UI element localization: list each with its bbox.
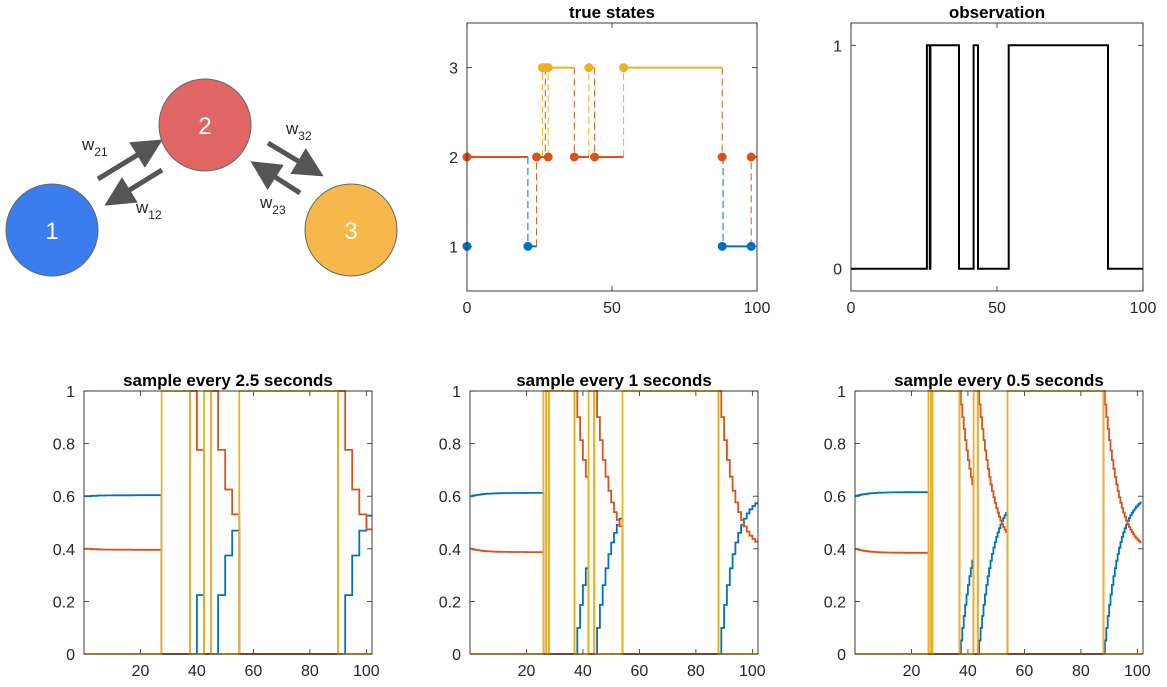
sample-0-5-plot: sample every 0.5 seconds 20 40 60 80 100 0 0.2 0… [824,371,1151,680]
state-3-posterior-line [470,390,758,655]
state-marker [746,152,756,162]
state-node-2-label: 2 [198,113,211,140]
y-tick-label: 1 [66,384,75,401]
y-tick-label: 0.4 [824,542,846,559]
state-marker [569,152,579,162]
y-tick-label: 1 [452,384,461,401]
x-tick-label: 20 [132,663,150,680]
state-node-1-label: 1 [45,218,58,245]
plot-frame [466,22,758,292]
plot-title: sample every 1 seconds [516,371,712,390]
y-tick-label: 0 [452,647,461,664]
state-marker [746,241,756,251]
y-tick-label: 0.6 [824,489,846,506]
x-tick-label: 60 [1016,663,1034,680]
state-node-2 [158,78,252,172]
sample-1-plot: sample every 1 seconds 20 40 60 80 100 0 0.2 0.4… [439,371,766,680]
arrow-2-to-1 [104,167,164,206]
x-tick-label: 80 [1072,663,1090,680]
y-tick-label: 0.6 [439,489,461,506]
y-tick-label: 0.4 [439,542,461,559]
x-tick-label: 100 [1124,663,1151,680]
plot-title: observation [949,3,1045,22]
state-marker [717,152,727,162]
x-tick-label: 60 [245,663,263,680]
x-tick-label: 40 [959,663,977,680]
y-tick-label: 1 [837,384,846,401]
true-states-plot: true states 0 50 100 1 2 3 [449,3,770,317]
y-tick-label: 0.4 [53,542,75,559]
x-tick-label: 0 [463,300,472,317]
rate-label-w12: w12 [135,198,162,222]
rate-label-w23: w23 [259,193,286,217]
y-tick-label: 0 [66,647,75,664]
state-marker [584,63,594,73]
y-tick-label: 0.8 [439,437,461,454]
state-node-1 [5,183,99,277]
y-tick-label: 0.2 [824,594,846,611]
state-marker [523,241,533,251]
state-1-posterior-line [855,491,1142,655]
state-node-3-label: 3 [344,218,357,245]
state-marker [619,63,629,73]
y-tick-label: 1 [449,239,458,256]
y-tick-label: 1 [833,38,842,55]
y-tick-label: 0.8 [824,437,846,454]
plot-frame [850,22,1144,292]
sample-2-5-plot: sample every 2.5 seconds 20 40 60 80 100 0 0.2 0… [53,371,380,680]
observation-trace [851,44,1143,270]
arrow-2-to-3 [266,140,324,177]
x-tick-label: 0 [847,300,856,317]
state-node-3 [304,183,398,277]
plot-frame [469,390,759,655]
x-tick-label: 40 [188,663,206,680]
plot-frame [854,390,1144,655]
x-tick-label: 60 [631,663,649,680]
state-marker [717,241,727,251]
state-3-posterior-line [84,390,372,655]
y-tick-label: 0.2 [439,594,461,611]
state-2-posterior-line [84,390,372,655]
x-tick-label: 100 [739,663,766,680]
y-tick-label: 0 [837,647,846,664]
y-tick-label: 0.6 [53,489,75,506]
x-tick-label: 100 [744,300,771,317]
state-diagram: 1 2 3 w21 w12 w32 w23 [5,78,398,277]
state-2-posterior-line [470,390,758,655]
state-marker [532,152,542,162]
arrow-3-to-2 [250,161,302,196]
rate-label-w21: w21 [81,135,108,159]
x-tick-label: 80 [301,663,319,680]
arrow-1-to-2 [96,139,163,182]
x-tick-label: 40 [574,663,592,680]
x-tick-label: 20 [518,663,536,680]
plot-title: true states [569,3,655,22]
y-tick-label: 2 [449,150,458,167]
state-1-posterior-line [470,492,758,655]
state-3-posterior-line [855,390,1142,655]
y-tick-label: 0.2 [53,594,75,611]
y-tick-label: 0 [833,262,842,279]
x-tick-label: 50 [603,300,621,317]
state-marker [590,152,600,162]
state-marker [543,152,553,162]
y-tick-label: 0.8 [53,437,75,454]
x-tick-label: 100 [1130,300,1157,317]
x-tick-label: 50 [988,300,1006,317]
y-tick-label: 3 [449,61,458,78]
state-2-posterior-line [855,390,1142,655]
rate-label-w32: w32 [285,119,312,143]
observation-plot: observation 0 50 100 0 1 [833,3,1156,317]
plot-title: sample every 0.5 seconds [894,371,1104,390]
plot-title: sample every 2.5 seconds [123,371,333,390]
state-1-posterior-line [84,494,372,655]
plot-frame [83,390,373,655]
x-tick-label: 20 [903,663,921,680]
x-tick-label: 100 [353,663,380,680]
x-tick-label: 80 [687,663,705,680]
state-marker [543,63,553,73]
